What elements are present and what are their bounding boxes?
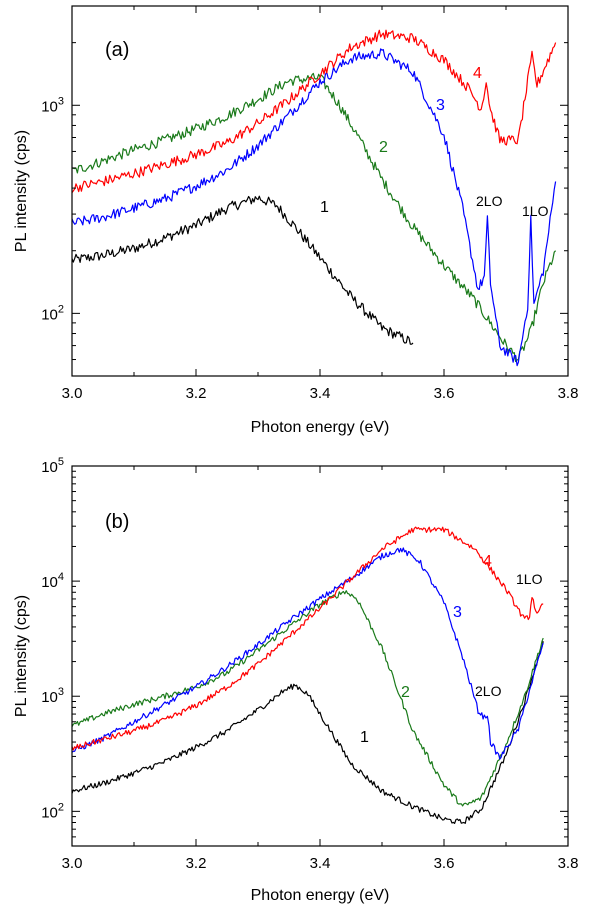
panel-b-xtick-label-1: 3.2 [186,855,207,872]
panel-b-annotation-1lo: 1LO [516,571,543,587]
panel-a-annotation-2: 2 [379,139,388,156]
panel-a-xtick-label-2: 3.4 [310,385,331,402]
panel-b-label: (b) [105,511,129,533]
panel-b-ytick-label-1: 103 [41,686,64,706]
panel-b: 3.0 3.2 3.4 3.6 3.8 102 103 104 105 (b) Photon e… [13,456,578,904]
panel-b-ytick-label-2: 104 [41,571,64,591]
panel-a-label: (a) [105,39,129,61]
panel-b-annotation-1: 1 [360,729,369,746]
panel-b-xtick-label-0: 3.0 [62,855,83,872]
panel-a-ylabel: PL intensity (cps) [13,130,30,252]
panel-a-series-4 [72,29,557,194]
panel-a-frame [71,5,569,377]
panel-a-annotation-3: 3 [436,97,445,114]
panel-a: 3.0 3.2 3.4 3.6 3.8 102 103 (a) Photon energy … [13,5,579,436]
panel-b-series-3 [72,547,544,760]
panel-a-series [72,29,557,367]
panel-b-series-4 [72,526,544,751]
panel-b-ytick-label-3: 105 [41,456,64,476]
panel-a-ytick-label-0: 102 [41,303,64,323]
panel-a-annotation-2lo: 2LO [476,193,503,209]
panel-b-series-1 [72,641,544,824]
panel-a-annotation-1lo: 1LO [522,203,549,219]
panel-a-ticks: 3.0 3.2 3.4 3.6 3.8 102 103 [41,5,579,402]
panel-a-xlabel: Photon energy (eV) [251,419,390,436]
panel-a-ytick-label-1: 103 [41,95,64,115]
panel-a-xtick-label-1: 3.2 [186,385,207,402]
panel-b-xtick-label-2: 3.4 [310,855,331,872]
panel-b-series [72,526,544,824]
panel-b-ylabel: PL intensity (cps) [13,595,30,717]
panel-b-xtick-label-3: 3.6 [434,855,455,872]
panel-b-ticks: 3.0 3.2 3.4 3.6 3.8 102 103 104 105 [41,456,578,872]
panel-a-series-3 [72,48,557,367]
panel-b-ytick-label-0: 102 [41,801,64,821]
panel-b-annotation-4: 4 [483,553,492,570]
panel-a-annotation-1: 1 [320,199,329,216]
panel-b-annotation-3: 3 [453,604,462,621]
panel-b-frame [71,465,569,847]
panel-a-xtick-label-4: 3.8 [558,385,579,402]
panel-a-xtick-label-0: 3.0 [62,385,83,402]
panel-b-xtick-label-4: 3.8 [558,855,579,872]
panel-b-xlabel: Photon energy (eV) [251,887,390,904]
panel-b-annotation-2lo: 2LO [475,683,502,699]
panel-a-series-2 [72,72,557,363]
panel-b-series-2 [72,590,544,807]
panel-a-xtick-label-3: 3.6 [434,385,455,402]
panel-a-series-1 [72,195,414,345]
panel-b-annotation-2: 2 [401,684,410,701]
panel-a-annotation-4: 4 [473,65,482,82]
